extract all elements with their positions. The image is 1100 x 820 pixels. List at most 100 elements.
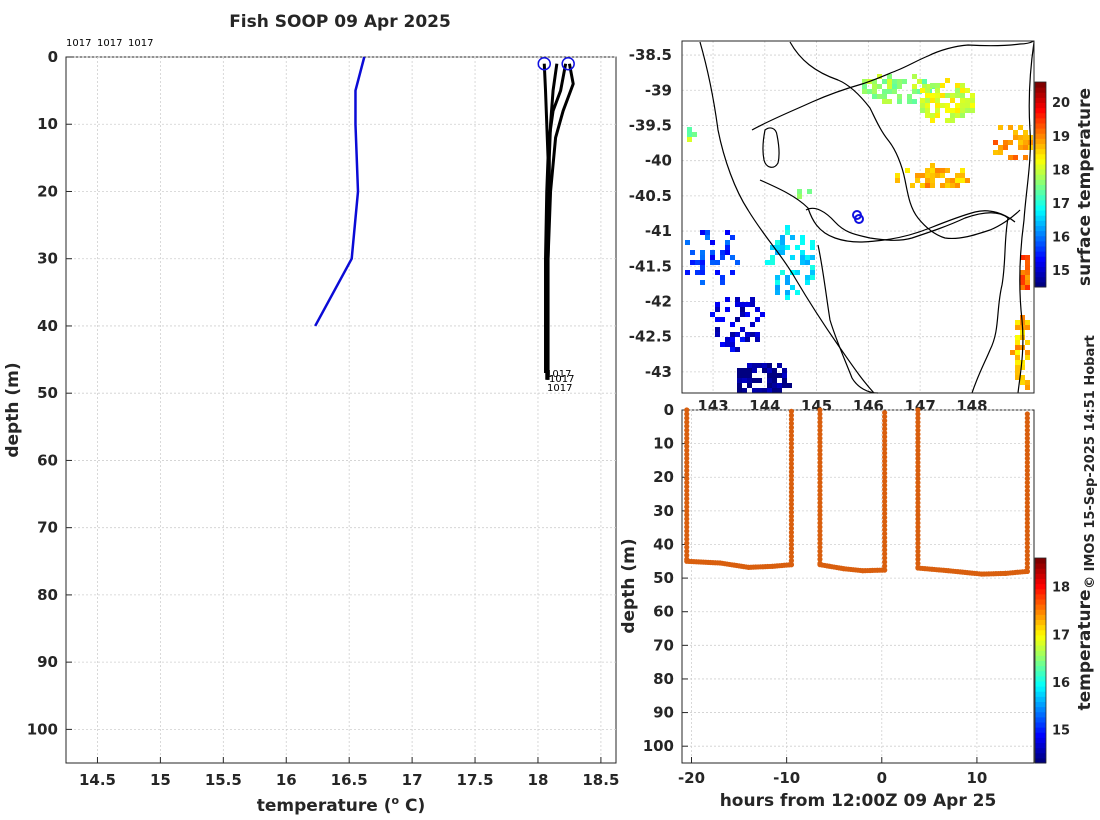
track-point: [788, 461, 795, 467]
sst-cell: [760, 312, 765, 317]
track-point: [788, 416, 795, 423]
sst-cell: [807, 189, 812, 194]
sst-cell: [755, 337, 760, 342]
sst-cell: [935, 103, 940, 108]
track-point: [684, 512, 690, 518]
track-point: [882, 426, 888, 432]
sst-cell: [882, 89, 887, 94]
track-point: [788, 562, 795, 568]
map-colorbar-segment: [1035, 117, 1046, 124]
sst-cell: [785, 245, 790, 250]
tasmania-west-coast: [805, 207, 1009, 394]
track-point: [1024, 451, 1030, 457]
track-point: [915, 439, 921, 445]
sst-cell: [735, 260, 740, 265]
sst-cell: [955, 178, 960, 183]
sst-cell: [775, 240, 780, 245]
track-point: [1024, 439, 1030, 445]
sst-cell: [725, 245, 730, 250]
sst-cell: [1023, 140, 1028, 145]
sst-cell: [960, 168, 965, 173]
sst-cell: [965, 108, 970, 113]
track-point: [915, 544, 921, 550]
sst-cell: [930, 183, 935, 188]
track-point: [915, 500, 921, 506]
sst-cell: [1025, 385, 1030, 390]
track-point: [817, 544, 823, 550]
track-point: [817, 532, 823, 538]
sst-cell: [720, 275, 725, 280]
track-point: [817, 528, 823, 534]
map-colorbar-segment: [1035, 148, 1046, 155]
profile-y-tick-label: 70: [37, 519, 58, 537]
tasmania-east-coast: [971, 217, 1009, 394]
map-colorbar-segment: [1035, 133, 1046, 139]
sst-cell: [970, 103, 975, 108]
track-point: [817, 536, 823, 542]
sst-cell: [762, 388, 767, 393]
sst-cell: [897, 84, 902, 89]
sst-cell: [745, 302, 750, 307]
sst-cell: [1020, 365, 1025, 370]
track-colorbar-segment: [1035, 732, 1046, 738]
track-point: [882, 535, 888, 541]
track-point: [817, 480, 823, 486]
track-point: [882, 414, 888, 420]
sst-cell: [1018, 140, 1023, 145]
sst-cell: [725, 240, 730, 245]
track-point: [1024, 447, 1030, 453]
track-point: [684, 496, 690, 502]
sst-cell: [752, 363, 757, 368]
profile-x-tick-label: 15.5: [205, 771, 242, 789]
sst-cell: [762, 363, 767, 368]
sst-cell: [920, 103, 925, 108]
sst-cell: [735, 317, 740, 322]
sst-cell: [700, 250, 705, 255]
map-colorbar-segment: [1035, 107, 1046, 114]
track-y-tick-label: 100: [643, 737, 674, 755]
sst-cell: [1008, 140, 1013, 145]
sst-cell: [687, 137, 692, 142]
track-point: [684, 504, 690, 510]
track-point: [817, 431, 823, 437]
sst-cell: [945, 118, 950, 123]
sst-cell: [872, 89, 877, 94]
sst-cell: [955, 83, 960, 88]
sst-cell: [862, 89, 867, 94]
track-colorbar-label: temperature: [1075, 589, 1095, 710]
sst-cell: [1015, 365, 1020, 370]
sst-cell: [810, 265, 815, 270]
sst-cell: [747, 373, 752, 378]
profile-y-tick-label: 10: [37, 115, 58, 133]
track-colorbar-segment: [1035, 701, 1046, 708]
sst-cell: [930, 168, 935, 173]
track-y-label: depth (m): [619, 538, 639, 633]
sst-cell: [800, 250, 805, 255]
map-colorbar-segment: [1035, 174, 1046, 180]
sst-cell: [930, 178, 935, 183]
track-colorbar-segment: [1035, 681, 1046, 687]
map-colorbar-label: surface temperature: [1075, 88, 1095, 286]
map-lat-tick-label: -38.5: [629, 46, 672, 64]
sst-cell: [960, 103, 965, 108]
track-point: [1024, 520, 1030, 526]
track-point: [882, 454, 888, 460]
sst-cell: [730, 270, 735, 275]
track-point: [915, 492, 921, 498]
map-colorbar-segment: [1035, 230, 1046, 237]
sst-cell: [767, 383, 772, 388]
sst-cell: [737, 373, 742, 378]
track-point: [1024, 492, 1030, 498]
track-point: [684, 411, 690, 417]
sst-cell: [955, 183, 960, 188]
sst-cell: [805, 260, 810, 265]
profile-end-label-3: 1017: [547, 383, 572, 394]
east-shelf-contour: [1017, 41, 1035, 394]
sst-cell: [1020, 380, 1025, 385]
sst-cell: [755, 317, 760, 322]
map-lat-tick-label: -42: [645, 292, 672, 310]
sst-cell: [955, 93, 960, 98]
sst-cell: [715, 302, 720, 307]
sst-cell: [720, 255, 725, 260]
